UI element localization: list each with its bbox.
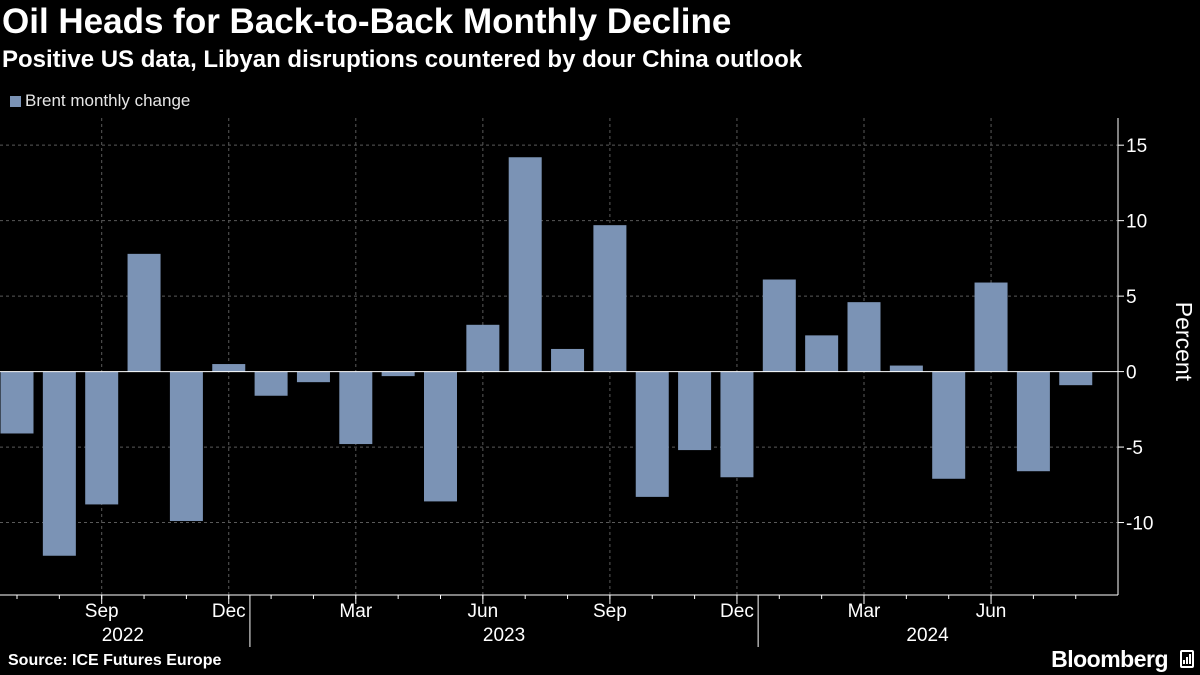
bar [169,371,203,522]
bar [339,371,373,445]
bar [762,279,796,372]
x-tick-label: Sep [593,601,627,622]
x-tick-label: Mar [848,601,881,622]
bar [466,324,500,372]
bar [678,371,712,451]
x-tick-label: Jun [976,601,1007,622]
bar [551,348,585,372]
bar [635,371,669,497]
bar [1059,371,1093,386]
chart-title: Oil Heads for Back-to-Back Monthly Decli… [2,2,732,41]
bar [42,371,76,556]
legend-label: Brent monthly change [25,91,191,110]
bar [932,371,966,479]
bar [212,364,246,372]
bar [508,157,542,372]
chart-subtitle: Positive US data, Libyan disruptions cou… [2,46,803,73]
bar [847,302,881,372]
x-year-label: 2023 [483,625,525,646]
bar [720,371,754,478]
bar [1016,371,1050,472]
y-tick-label: 15 [1126,136,1147,157]
y-tick-label: -10 [1126,514,1153,535]
x-tick-label: Mar [339,601,372,622]
bar [805,335,839,372]
terminal-icon [1180,650,1194,668]
legend-swatch [10,95,21,107]
y-axis-title: Percent [1171,302,1197,382]
bar [593,225,627,372]
source-note: Source: ICE Futures Europe [8,652,222,669]
bar [127,253,161,372]
x-tick-label: Sep [85,601,119,622]
legend: Brent monthly change [10,90,190,112]
x-year-label: 2022 [102,625,144,646]
bar [85,371,119,505]
bar [0,371,34,434]
bar [381,371,415,377]
y-tick-label: -5 [1126,438,1143,459]
bar [296,371,330,383]
y-tick-label: 0 [1126,363,1137,384]
x-tick-label: Dec [212,601,246,622]
bar [424,371,457,502]
x-tick-label: Dec [720,601,754,622]
bar [889,365,923,372]
x-tick-label: Jun [468,601,499,622]
x-year-label: 2024 [906,625,949,646]
bar [254,371,288,396]
y-tick-label: 5 [1126,287,1137,308]
bar [974,282,1008,372]
bloomberg-logo: Bloomberg [1051,646,1168,672]
y-tick-label: 10 [1126,212,1147,233]
